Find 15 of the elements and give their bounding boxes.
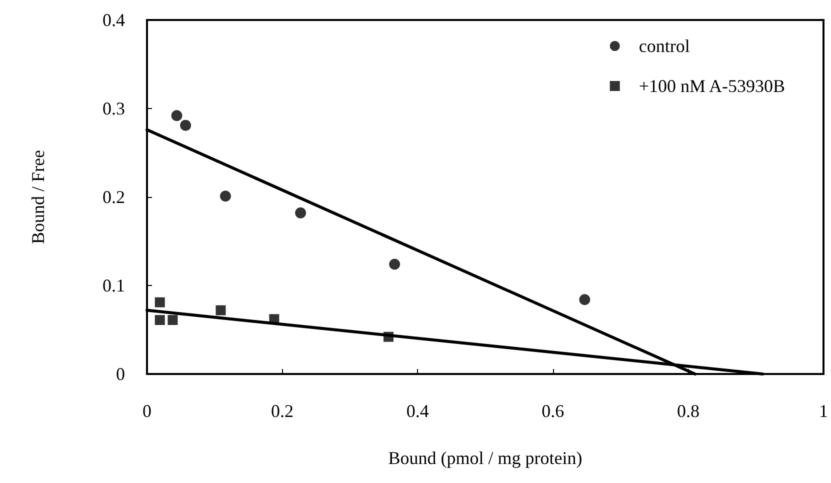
x-axis-title: Bound (pmol / mg protein) — [388, 448, 582, 468]
x-tick-label: 1 — [819, 401, 828, 421]
x-tick-label: 0.6 — [542, 401, 564, 421]
x-tick-label: 0.8 — [676, 401, 700, 421]
x-tick-label: 0.2 — [271, 401, 294, 421]
y-axis-title: Bound / Free — [28, 150, 48, 244]
x-tick-label: 0 — [142, 401, 152, 421]
y-tick-label: 0 — [116, 364, 125, 384]
y-tick-label: 0.4 — [102, 10, 125, 30]
y-tick-label: 0.3 — [102, 98, 125, 118]
legend-label: control — [638, 36, 690, 56]
y-tick-label: 0.1 — [102, 276, 125, 296]
y-tick-label: 0.2 — [102, 187, 125, 207]
legend-label: +100 nM A-53930B — [638, 76, 786, 96]
x-tick-label: 0.4 — [406, 401, 429, 421]
